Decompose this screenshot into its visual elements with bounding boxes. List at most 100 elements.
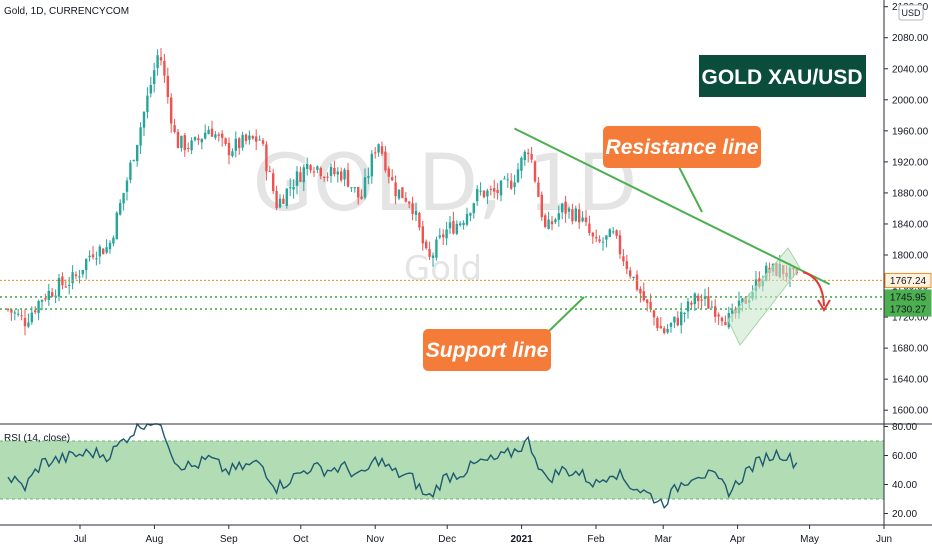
candle-body — [227, 142, 231, 156]
candle-body — [326, 176, 329, 178]
candle-body — [44, 298, 47, 300]
candle-body — [717, 314, 720, 317]
time-tick-label: Sep — [220, 534, 238, 545]
candle-body — [241, 134, 244, 148]
candle-body — [503, 178, 506, 180]
price-tick-label: 1680.00 — [892, 344, 929, 355]
candle-body — [350, 187, 353, 189]
rsi-tick-label: 80.00 — [892, 422, 917, 433]
candle-body — [618, 235, 622, 255]
time-tick-label: Jul — [74, 534, 87, 545]
support-price-tag — [884, 301, 932, 317]
candle-body — [272, 173, 275, 192]
candle-body — [98, 246, 101, 257]
candle-body — [78, 276, 81, 278]
rsi-axis: 20.00 40.00 60.00 80.00 — [884, 422, 917, 520]
candle-body — [210, 128, 214, 137]
candle-body — [622, 256, 625, 262]
resistance-trendline — [513, 127, 831, 286]
candle-body — [499, 180, 503, 196]
candle-body — [88, 255, 91, 258]
candle-body — [574, 208, 577, 221]
candle-body — [204, 132, 207, 139]
candle-body — [176, 131, 180, 149]
rsi-band — [0, 441, 884, 499]
candle-body — [23, 317, 27, 327]
candle-body — [567, 208, 571, 212]
candle-body — [459, 223, 462, 226]
candle-body — [537, 182, 540, 197]
candle-body — [720, 317, 724, 322]
candle-body — [615, 230, 618, 236]
candle-body — [629, 270, 632, 277]
candle-body — [132, 160, 135, 162]
candle-body — [122, 192, 125, 204]
candle-body — [595, 237, 598, 239]
candle-body — [686, 301, 690, 312]
candle-body — [578, 209, 581, 223]
candle-body — [190, 140, 193, 151]
price-tick-label: 1600.00 — [892, 406, 929, 417]
currency-badge[interactable]: USD — [898, 4, 924, 21]
time-tick-label: Jun — [876, 534, 892, 545]
price-tick-label: 1840.00 — [892, 219, 929, 230]
watermark-description: Gold — [404, 249, 482, 289]
time-tick-label: Mar — [655, 534, 673, 545]
candle-body — [397, 189, 401, 199]
candle-body — [329, 166, 333, 176]
candle-body — [479, 190, 482, 192]
candle-body — [452, 221, 455, 234]
candle-body — [510, 180, 513, 189]
candle-body — [289, 187, 292, 189]
candle-body — [71, 272, 74, 284]
candle-body — [258, 139, 261, 141]
candle-body — [635, 274, 639, 290]
candle-body — [115, 212, 118, 240]
candle-body — [343, 169, 346, 180]
candle-body — [421, 226, 424, 244]
candle-body — [81, 269, 84, 275]
candle-body — [159, 57, 163, 61]
time-axis: Jul Aug Sep Oct Nov Dec 2021 Feb Mar Apr May Jun — [74, 525, 892, 545]
candle-body — [462, 222, 465, 225]
candle-body — [187, 148, 190, 150]
time-tick-label: Nov — [366, 534, 384, 545]
candle-body — [27, 322, 30, 327]
time-tick-label: 2021 — [510, 534, 533, 545]
candle-body — [431, 255, 435, 258]
candle-body — [346, 169, 350, 187]
candle-body — [588, 223, 591, 233]
candle-body — [261, 140, 265, 144]
candle-body — [642, 291, 645, 301]
candle-body — [340, 171, 343, 181]
candle-body — [601, 241, 605, 243]
candle-body — [125, 180, 129, 192]
candle-body — [374, 152, 377, 154]
candle-body — [608, 229, 611, 237]
candle-body — [581, 217, 584, 222]
candle-body — [112, 237, 115, 244]
candle-body — [394, 182, 397, 197]
candle-body — [292, 186, 295, 190]
candle-body — [302, 167, 305, 183]
time-tick-label: Aug — [146, 534, 164, 545]
candle-body — [680, 311, 683, 326]
support-pointer — [547, 296, 585, 333]
candle-body — [173, 125, 176, 133]
candle-body — [61, 276, 64, 286]
price-tick-label: 1920.00 — [892, 157, 929, 168]
candle-body — [516, 169, 520, 183]
candle-body — [214, 134, 217, 138]
candle-body — [275, 190, 278, 209]
candle-body — [282, 198, 285, 204]
candlestick-series — [6, 48, 798, 336]
candle-body — [333, 168, 336, 175]
candle-body — [102, 248, 105, 255]
candle-body — [523, 151, 526, 161]
time-tick-label: Apr — [730, 534, 746, 545]
candle-body — [652, 310, 656, 318]
candle-body — [404, 197, 407, 202]
candle-body — [438, 235, 441, 238]
candle-body — [85, 259, 88, 271]
